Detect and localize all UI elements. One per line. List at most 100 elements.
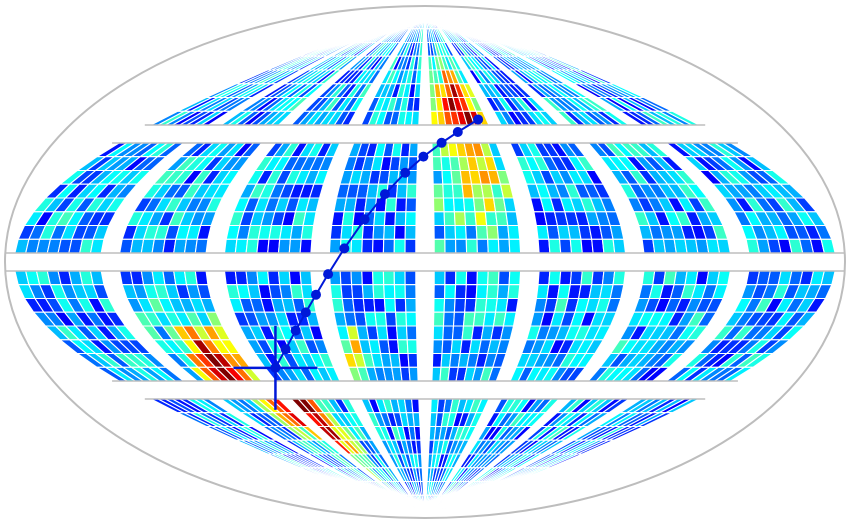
facet-cell	[350, 270, 363, 286]
facet	[14, 142, 186, 254]
facet-cell	[507, 224, 521, 240]
facet-cell	[361, 284, 375, 300]
facet-cell	[433, 211, 446, 227]
track-point	[379, 189, 390, 200]
facet-cell	[432, 183, 445, 199]
facet	[119, 142, 263, 254]
facet-cell	[486, 224, 499, 240]
facet	[360, 398, 426, 510]
facet	[430, 14, 561, 126]
track-point	[359, 214, 370, 225]
facet-cell	[404, 238, 417, 254]
facet-cell	[372, 238, 385, 254]
facet-cell	[361, 224, 375, 240]
facet-cell	[383, 211, 397, 227]
facet-cell	[432, 169, 444, 185]
facet-cell	[476, 270, 489, 286]
facet-cell	[432, 197, 445, 213]
facet-seams	[5, 124, 845, 400]
facet	[430, 398, 561, 510]
facet-cell	[716, 238, 731, 254]
facet-cell	[408, 366, 419, 382]
facet-cell	[299, 238, 313, 254]
facet-cell	[408, 142, 419, 158]
facet-cell	[433, 270, 446, 286]
facet-cell	[433, 284, 446, 300]
facet-cell	[405, 325, 418, 341]
facet-layer	[14, 14, 836, 510]
facet-cell	[412, 96, 421, 112]
facet-cell	[372, 284, 385, 300]
facet-cell	[194, 238, 209, 254]
facet-cell	[412, 412, 421, 428]
track-point	[300, 307, 311, 318]
facet-cell	[406, 339, 418, 355]
facet-cell	[496, 284, 510, 300]
track-point	[418, 151, 429, 162]
facet-cell	[487, 238, 500, 254]
facet-cell	[442, 311, 455, 327]
facet-cell	[299, 270, 313, 286]
facet-cell	[395, 183, 408, 199]
facet-cell	[277, 238, 291, 254]
facet-cell	[395, 197, 408, 213]
facet	[289, 14, 420, 126]
facet-cell	[502, 197, 517, 213]
track-point	[436, 137, 447, 148]
facet-cell	[444, 270, 457, 286]
facet-cell	[395, 325, 408, 341]
facet-cell	[431, 352, 443, 368]
facet-cell	[329, 224, 343, 240]
facet-cell	[415, 69, 423, 85]
facet-cell	[234, 238, 249, 254]
facet-cell	[433, 494, 455, 510]
facet-cell	[393, 224, 406, 240]
facet-cell	[382, 238, 395, 254]
facet-cell	[351, 284, 364, 300]
track-point	[400, 167, 411, 178]
facet-cell	[288, 238, 302, 254]
facet-cell	[394, 297, 407, 313]
facet	[14, 270, 186, 382]
facet-cell	[497, 238, 511, 254]
facet-cell	[580, 270, 594, 286]
facet-cell	[465, 238, 478, 254]
facet-cell	[548, 238, 562, 254]
facet-cell	[245, 238, 259, 254]
facet-cell	[340, 284, 354, 300]
facet	[509, 270, 627, 382]
facet-cell	[329, 284, 343, 300]
facet-cell	[612, 238, 627, 254]
facet-cell	[374, 311, 388, 327]
facet-cell	[444, 224, 457, 240]
track-point	[452, 127, 463, 137]
facet	[289, 398, 420, 510]
facet-cell	[410, 110, 420, 126]
sky-outline	[4, 5, 846, 519]
facet-cell	[256, 238, 270, 254]
facet-cell	[559, 238, 573, 254]
facet	[431, 142, 522, 254]
facet-cell	[361, 270, 374, 286]
facet-cell	[465, 284, 478, 300]
facet	[431, 270, 522, 382]
facet-cell	[413, 425, 422, 441]
facet-cell	[234, 270, 249, 286]
facet	[150, 398, 408, 510]
facet-cell	[384, 311, 398, 327]
facet-cell	[497, 270, 511, 286]
facet-cell	[474, 211, 488, 227]
facet-cell	[384, 197, 398, 213]
facet	[442, 398, 700, 510]
facet	[435, 14, 631, 126]
facet-cell	[404, 297, 417, 313]
facet	[219, 14, 415, 126]
facet	[442, 14, 700, 126]
facet-cell	[508, 238, 522, 254]
facet-cell	[394, 211, 407, 227]
facet-cell	[443, 211, 456, 227]
facet-cell	[432, 339, 444, 355]
facet-cell	[455, 270, 468, 286]
facet-cell	[89, 270, 105, 286]
